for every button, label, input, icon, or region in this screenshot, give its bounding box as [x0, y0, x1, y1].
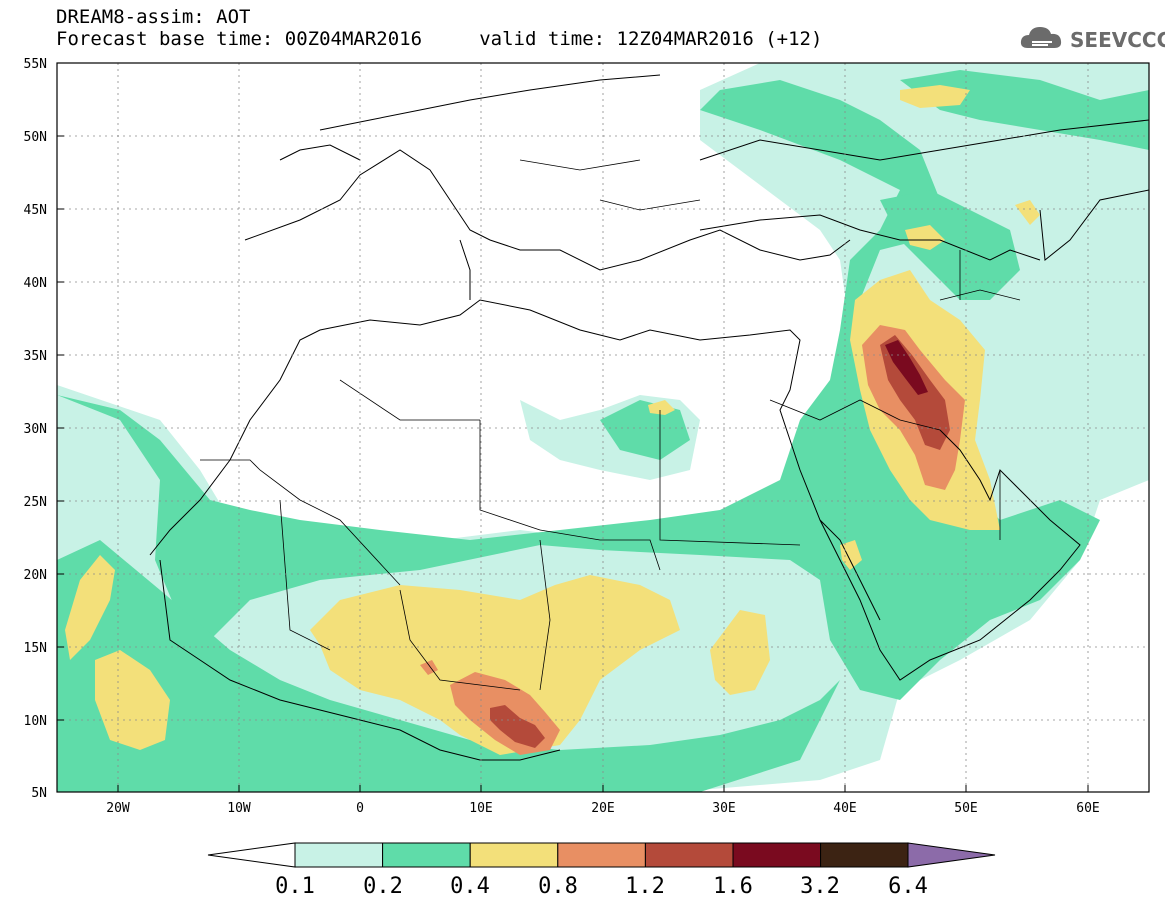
- lat-label: 35N: [24, 349, 47, 364]
- colorbar-swatch: [732, 842, 822, 868]
- lon-label: 30E: [712, 801, 735, 816]
- aot-level-1.6: [885, 340, 928, 395]
- lat-label: 55N: [24, 57, 47, 72]
- lat-label: 5N: [31, 786, 47, 801]
- lat-label: 15N: [24, 641, 47, 656]
- colorbar-label: 0.4: [450, 874, 490, 899]
- lon-label: 20E: [591, 801, 614, 816]
- colorbar-swatch: [644, 842, 734, 868]
- colorbar-label: 3.2: [800, 874, 840, 899]
- lat-labels: 55N 50N 45N 40N 35N 30N 25N 20N 15N 10N …: [24, 57, 47, 801]
- lat-label: 30N: [24, 422, 47, 437]
- colorbar-label: 1.6: [713, 874, 753, 899]
- colorbar: 0.1 0.2 0.4 0.8 1.2 1.6 3.2 6.4: [207, 842, 996, 899]
- lon-label: 50E: [954, 801, 977, 816]
- colorbar-swatch: [469, 842, 559, 868]
- lat-label: 20N: [24, 568, 47, 583]
- lat-label: 10N: [24, 714, 47, 729]
- lon-label: 10E: [469, 801, 492, 816]
- colorbar-label: 6.4: [888, 874, 928, 899]
- logo-text: SEEVCCC: [1070, 28, 1165, 52]
- tick-marks: [57, 62, 1089, 792]
- lon-label: 10W: [227, 801, 251, 816]
- borders: [200, 159, 1021, 691]
- lat-lon-grid: [57, 63, 1149, 792]
- colorbar-label: 0.1: [275, 874, 315, 899]
- chart-title: DREAM8-assim: AOT: [56, 6, 251, 28]
- colorbar-labels: 0.1 0.2 0.4 0.8 1.2 1.6 3.2 6.4: [275, 874, 928, 899]
- lat-label: 45N: [24, 203, 47, 218]
- colorbar-arrow-high: [907, 842, 996, 868]
- colorbar-swatch: [382, 842, 471, 868]
- colorbar-label: 0.8: [538, 874, 578, 899]
- colorbar-swatch: [820, 842, 909, 868]
- lon-label: 20W: [106, 801, 130, 816]
- colorbar-swatch: [557, 842, 646, 868]
- aot-level-0.4: [65, 85, 1040, 755]
- colorbar-label: 1.2: [625, 874, 665, 899]
- lon-label: 60E: [1076, 801, 1099, 816]
- cloud-icon: [1020, 27, 1062, 48]
- aot-field: [57, 63, 1149, 792]
- lat-label: 25N: [24, 495, 47, 510]
- lat-label: 40N: [24, 276, 47, 291]
- forecast-time-line: Forecast base time: 00Z04MAR2016 valid t…: [56, 28, 823, 50]
- aot-level-0.2: [57, 70, 1149, 792]
- seevccc-logo: SEEVCCC: [1018, 22, 1165, 58]
- lon-labels: 20W 10W 0 10E 20E 30E 40E 50E 60E: [106, 801, 1099, 816]
- lon-label: 40E: [833, 801, 856, 816]
- colorbar-arrow-low: [207, 842, 296, 868]
- lon-label: 0: [356, 801, 364, 816]
- colorbar-swatch: [294, 842, 384, 868]
- coastlines: [149, 74, 1149, 761]
- lat-label: 50N: [24, 130, 47, 145]
- colorbar-label: 0.2: [363, 874, 403, 899]
